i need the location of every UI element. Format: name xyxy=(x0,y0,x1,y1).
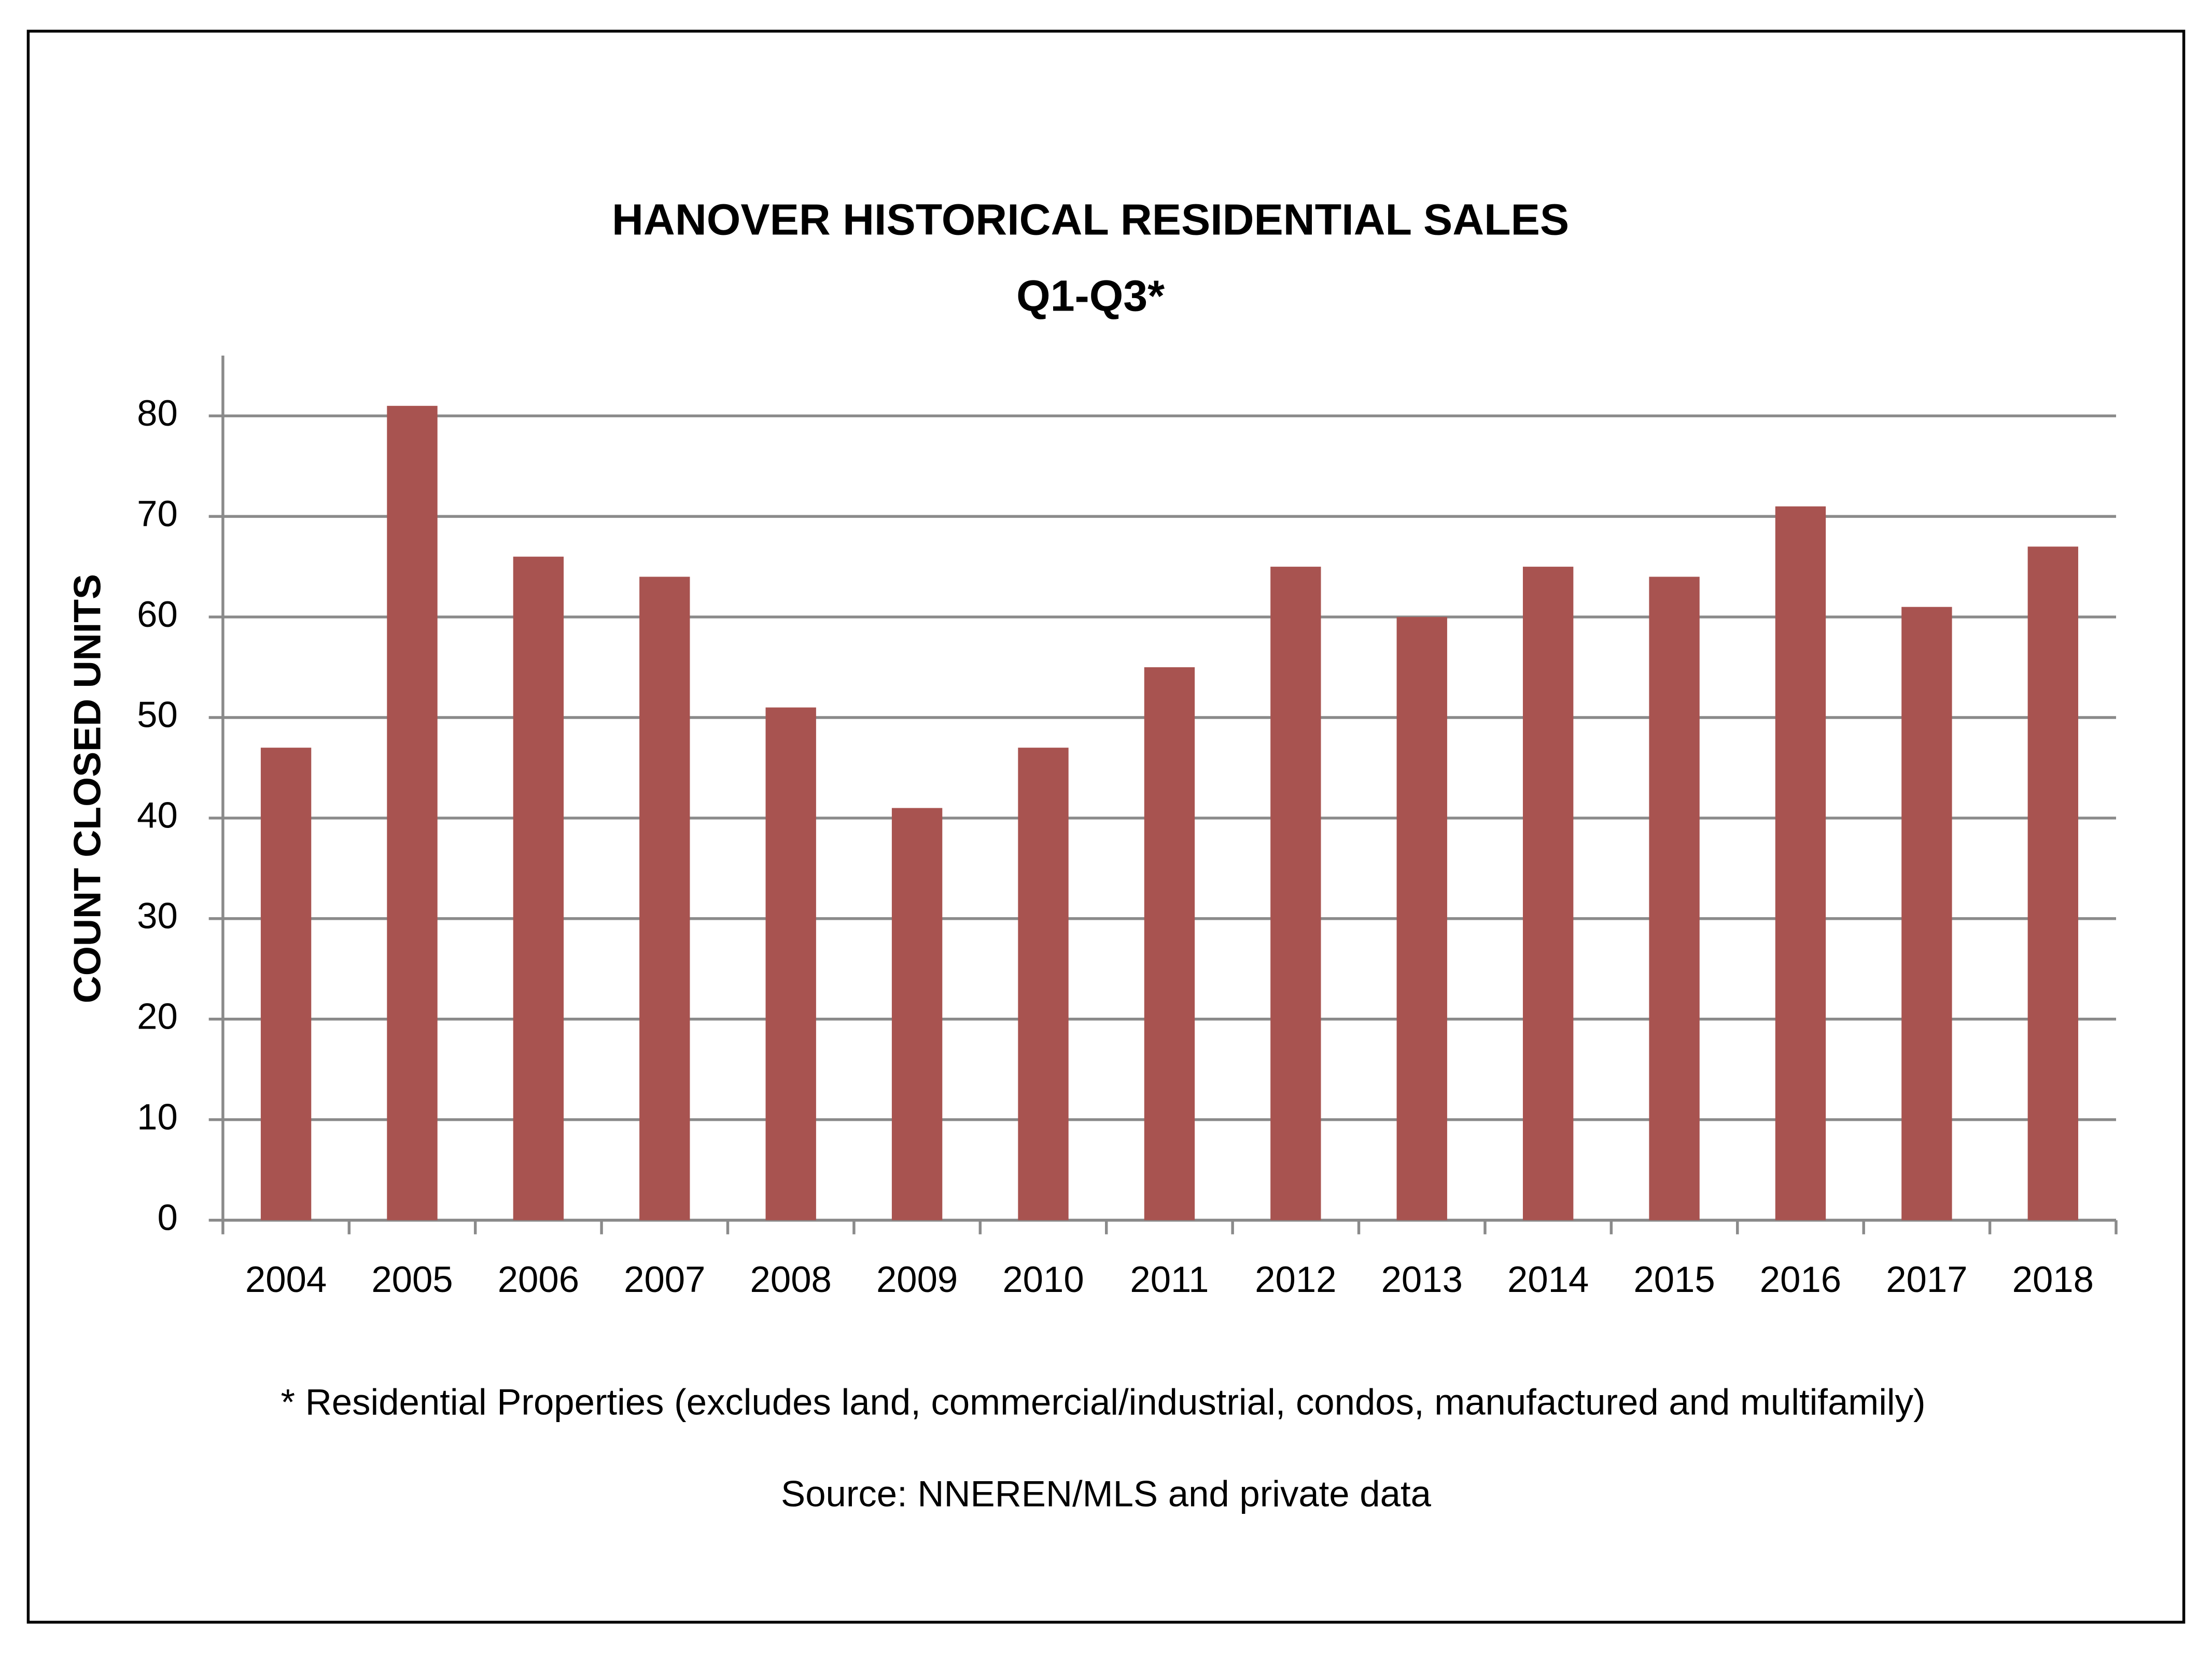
bar xyxy=(1522,567,1574,1220)
x-tick-label: 2011 xyxy=(1130,1259,1209,1300)
x-tick-label: 2018 xyxy=(2012,1259,2094,1300)
x-tick-label: 2004 xyxy=(245,1259,327,1300)
y-tick-label: 10 xyxy=(137,1096,178,1137)
y-tick-label: 80 xyxy=(137,392,178,433)
x-tick-label: 2016 xyxy=(1760,1259,1841,1300)
x-tick-label: 2007 xyxy=(624,1259,705,1300)
x-tick-label: 2005 xyxy=(371,1259,453,1300)
y-axis-title: COUNT CLOSED UNITS xyxy=(66,574,109,1003)
chart-subtitle: Q1-Q3* xyxy=(1016,271,1165,320)
y-tick-label: 40 xyxy=(137,795,178,836)
bar xyxy=(1144,667,1195,1220)
y-tick-label: 0 xyxy=(157,1197,177,1238)
bar xyxy=(1396,617,1447,1220)
chart-title: HANOVER HISTORICAL RESIDENTIAL SALES xyxy=(612,195,1569,244)
chart-border xyxy=(26,30,2186,1624)
x-tick-label: 2013 xyxy=(1381,1259,1463,1300)
y-tick-label: 20 xyxy=(137,995,178,1036)
x-tick-label: 2014 xyxy=(1507,1259,1589,1300)
y-tick-label: 50 xyxy=(137,694,178,735)
x-tick-label: 2006 xyxy=(498,1259,579,1300)
bar xyxy=(1018,748,1069,1220)
x-tick-label: 2008 xyxy=(750,1259,832,1300)
y-tick-label: 60 xyxy=(137,594,178,635)
bar xyxy=(387,405,438,1220)
x-tick-label: 2009 xyxy=(876,1259,958,1300)
source-note: Source: NNEREN/MLS and private data xyxy=(781,1473,1432,1514)
bar xyxy=(1270,567,1321,1220)
bar xyxy=(260,748,312,1220)
x-tick-label: 2017 xyxy=(1886,1259,1967,1300)
bar xyxy=(891,808,943,1220)
bar xyxy=(765,707,816,1220)
y-tick-label: 30 xyxy=(137,895,178,936)
bar xyxy=(1649,577,1700,1220)
bar xyxy=(513,556,564,1220)
x-tick-label: 2015 xyxy=(1633,1259,1715,1300)
bar xyxy=(639,577,690,1220)
x-tick-label: 2010 xyxy=(1002,1259,1084,1300)
y-tick-label: 70 xyxy=(137,493,178,534)
bar xyxy=(1901,607,1952,1220)
bar xyxy=(2027,546,2078,1220)
x-tick-label: 2012 xyxy=(1255,1259,1336,1300)
bar xyxy=(1775,506,1826,1220)
footnote: * Residential Properties (excludes land,… xyxy=(281,1382,1926,1423)
